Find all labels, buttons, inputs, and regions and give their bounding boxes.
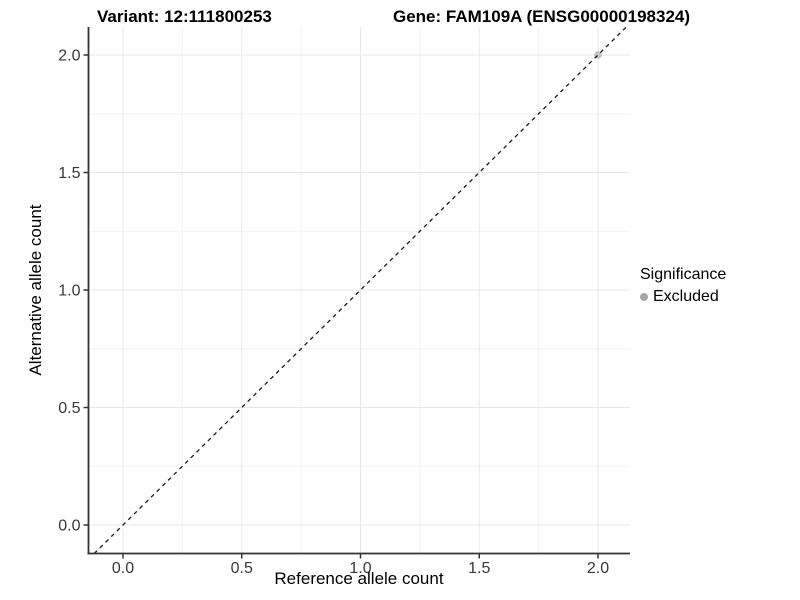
legend-item-excluded: Excluded — [640, 288, 726, 306]
legend-item-label: Excluded — [653, 288, 719, 305]
plot-title-variant: Variant: 12:111800253 — [97, 7, 272, 26]
y-tick-label: 0.5 — [58, 400, 80, 417]
y-tick-label: 0.0 — [58, 518, 80, 535]
x-tick-label: 1.0 — [349, 560, 371, 577]
y-tick-label: 2.0 — [58, 48, 80, 65]
y-tick-label: 1.5 — [58, 165, 80, 182]
y-axis-title: Alternative allele count — [26, 204, 45, 376]
x-axis-title: Reference allele count — [274, 569, 444, 588]
legend-title: Significance — [640, 266, 727, 283]
x-tick-label: 0.5 — [231, 560, 253, 577]
x-tick-label: 2.0 — [587, 560, 609, 577]
y-tick-label: 1.0 — [58, 283, 80, 300]
x-tick-label: 1.5 — [468, 560, 490, 577]
legend: Significance Excluded — [640, 266, 726, 306]
legend-point-icon — [640, 293, 648, 301]
plot-title-gene: Gene: FAM109A (ENSG00000198324) — [393, 7, 691, 26]
x-tick-label: 0.0 — [112, 560, 134, 577]
